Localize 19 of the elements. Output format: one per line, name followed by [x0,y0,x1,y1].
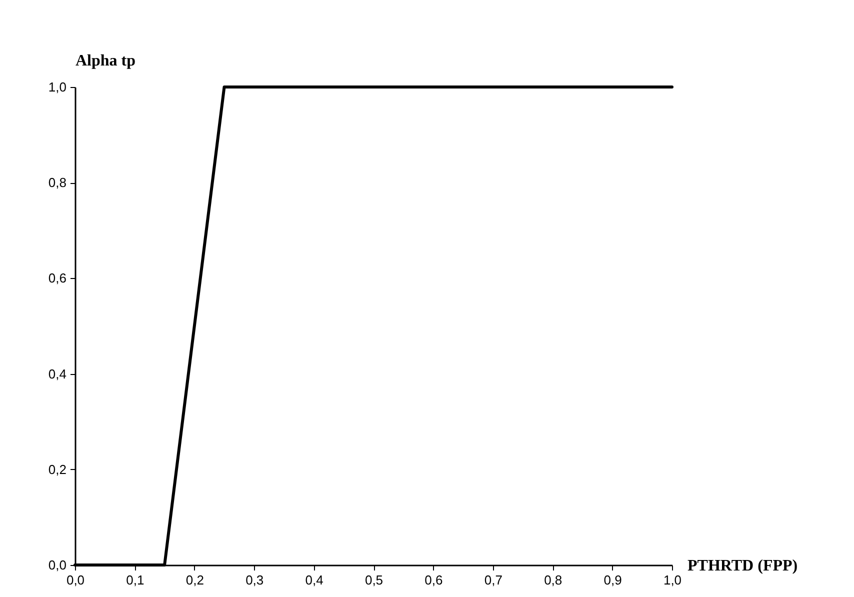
x-tick-label: 0,0 [66,572,85,588]
y-tick-label: 1,0 [48,80,66,94]
x-tick-label: 0,5 [364,572,384,588]
x-tick-label: 0,1 [126,572,144,588]
y-axis-title: Alpha tp [76,52,136,70]
y-tick-label: 0,0 [48,558,66,572]
x-tick-label: 0,9 [604,572,622,588]
x-tick-label: 0,2 [186,572,204,588]
x-tick-label: 0,3 [246,572,264,588]
x-tick-label: 0,4 [305,572,324,588]
x-tick-label: 0,7 [484,572,502,588]
y-tick-label: 0,4 [48,366,66,382]
y-tick-label: 0,6 [48,270,66,286]
x-tick-label: 1,0 [663,572,682,588]
x-tick-label: 0,6 [424,572,443,588]
x-axis-title: PTHRTD (FPP) [688,558,798,574]
x-tick-label: 0,8 [544,572,562,588]
y-tick-label: 0,8 [48,175,66,190]
y-tick-label: 0,2 [48,462,66,477]
